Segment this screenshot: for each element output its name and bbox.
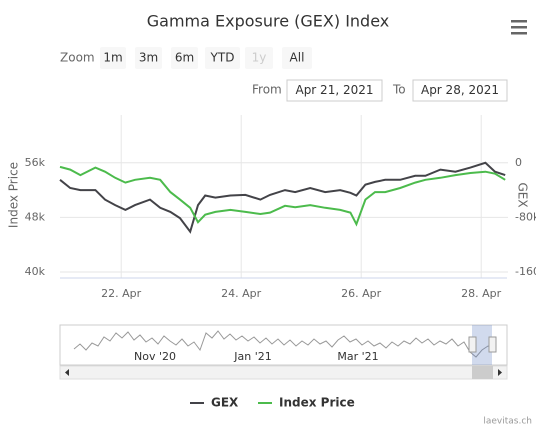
range-button[interactable]: 6m xyxy=(171,47,198,69)
button-box xyxy=(205,47,240,69)
menu-bar xyxy=(511,20,527,23)
legend-label: GEX xyxy=(211,396,239,410)
button-label: 6m xyxy=(175,51,194,65)
from-label: From xyxy=(252,83,282,97)
button-label: 3m xyxy=(139,51,158,65)
y-axis-title: Index Price xyxy=(7,162,21,228)
from-value: Apr 21, 2021 xyxy=(295,83,373,97)
zoom-label: Zoom xyxy=(60,51,95,65)
navigator-handle[interactable] xyxy=(488,336,497,353)
button-label: 1y xyxy=(252,51,267,65)
legend-label: Index Price xyxy=(279,396,355,410)
menu-bar xyxy=(511,26,527,29)
y-tick-label: 56k xyxy=(25,156,46,169)
chart-title: Gamma Exposure (GEX) Index xyxy=(147,12,390,31)
series-line xyxy=(59,161,506,234)
x-tick-label: 26. Apr xyxy=(341,287,381,300)
menu-button[interactable] xyxy=(511,20,527,35)
y2-tick-label: -80k xyxy=(515,210,536,223)
y-tick-label: 48k xyxy=(25,210,46,223)
scrollbar-thumb[interactable] xyxy=(472,366,493,379)
from-input[interactable] xyxy=(286,79,383,102)
x-tick-label: 22. Apr xyxy=(101,287,141,300)
range-button[interactable]: 3m xyxy=(135,47,162,69)
navigator-label: Jan '21 xyxy=(233,350,271,363)
y2-tick-label: 0 xyxy=(515,156,522,169)
x-tick-label: 24. Apr xyxy=(221,287,261,300)
navigator-label: Nov '20 xyxy=(134,350,176,363)
range-button[interactable]: All xyxy=(282,47,312,69)
button-box xyxy=(245,47,273,69)
credit: laevitas.ch xyxy=(483,417,532,427)
y2-tick-label: -160k xyxy=(515,265,536,278)
range-button[interactable]: YTD xyxy=(205,47,240,69)
button-box xyxy=(135,47,162,69)
to-input[interactable] xyxy=(412,79,508,102)
menu-bar xyxy=(511,32,527,35)
button-label: YTD xyxy=(210,51,235,65)
navigator-series xyxy=(73,330,495,358)
range-button: 1y xyxy=(245,47,273,69)
button-box xyxy=(282,47,312,69)
navigator-selection[interactable] xyxy=(472,325,492,365)
button-box xyxy=(100,47,126,69)
y2-axis-title: GEX xyxy=(516,182,530,207)
to-value: Apr 28, 2021 xyxy=(421,83,499,97)
series-line xyxy=(59,165,506,227)
legend-item[interactable]: Index Price xyxy=(258,396,355,410)
x-tick-label: 28. Apr xyxy=(461,287,501,300)
scroll-left[interactable] xyxy=(65,369,69,376)
button-label: All xyxy=(290,51,305,65)
range-button[interactable]: 1m xyxy=(100,47,126,69)
scrollbar[interactable] xyxy=(59,365,508,380)
y-tick-label: 40k xyxy=(25,265,46,278)
scroll-right[interactable] xyxy=(498,369,502,376)
button-box xyxy=(171,47,198,69)
to-label: To xyxy=(392,83,406,97)
button-label: 1m xyxy=(103,51,122,65)
navigator-handle[interactable] xyxy=(468,336,477,353)
legend-item[interactable]: GEX xyxy=(190,396,239,410)
navigator-label: Mar '21 xyxy=(337,350,378,363)
